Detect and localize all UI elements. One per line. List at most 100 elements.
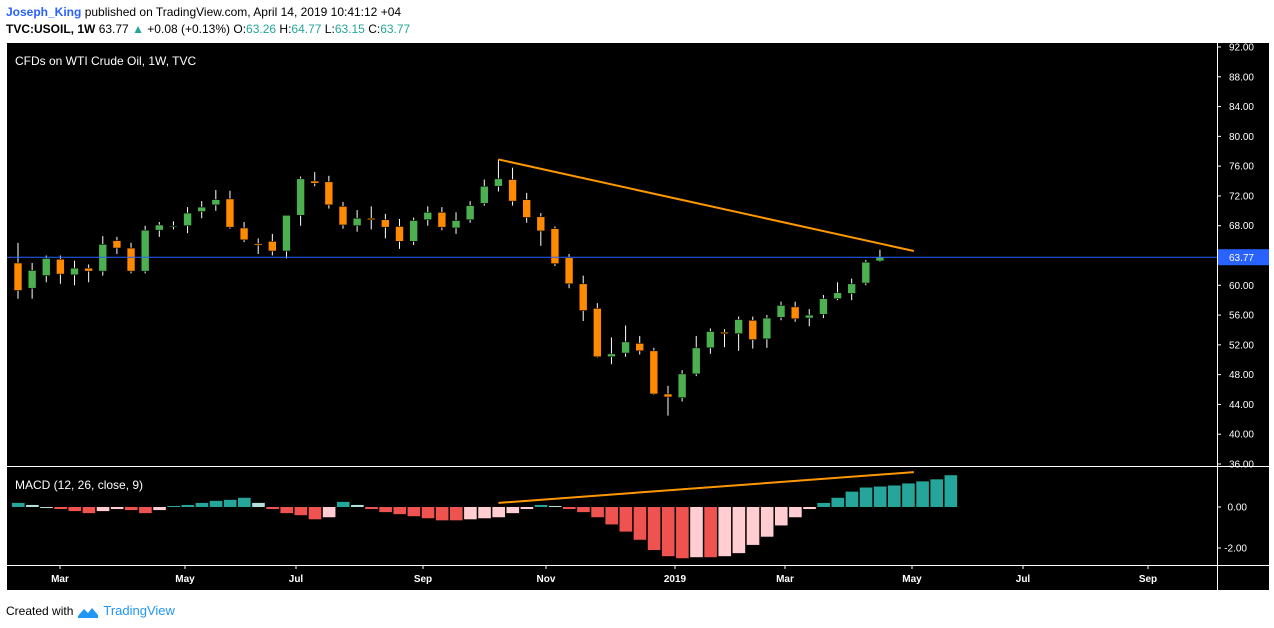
candle-body[interactable]	[621, 341, 630, 354]
candle-body[interactable]	[98, 244, 108, 272]
tradingview-brand[interactable]: TradingView	[103, 603, 175, 619]
macd-histogram-bar[interactable]	[859, 487, 873, 507]
author-link[interactable]: Joseph_King	[6, 5, 82, 19]
candle-body[interactable]	[225, 198, 235, 228]
macd-histogram-bar[interactable]	[393, 507, 407, 515]
macd-histogram-bar[interactable]	[789, 507, 802, 518]
candle-body[interactable]	[649, 350, 659, 395]
candle-body[interactable]	[41, 258, 51, 276]
macd-histogram-bar[interactable]	[40, 507, 53, 508]
macd-histogram-bar[interactable]	[704, 507, 717, 558]
tradingview-logo-icon[interactable]	[77, 603, 99, 619]
candle-body[interactable]	[734, 319, 743, 334]
macd-histogram-bar[interactable]	[139, 507, 152, 514]
candle-body[interactable]	[56, 258, 65, 275]
macd-histogram-bar[interactable]	[252, 502, 265, 507]
macd-histogram-bar[interactable]	[831, 497, 845, 507]
macd-histogram-bar[interactable]	[944, 475, 958, 507]
candle-body[interactable]	[691, 347, 701, 375]
macd-histogram-bar[interactable]	[534, 504, 548, 507]
candle-body[interactable]	[861, 261, 871, 284]
macd-histogram-bar[interactable]	[365, 507, 378, 510]
candle-body[interactable]	[663, 393, 673, 398]
candle-body[interactable]	[13, 262, 23, 291]
candle-body[interactable]	[338, 206, 348, 226]
price-pane[interactable]	[7, 158, 1217, 416]
candle-body[interactable]	[183, 212, 192, 227]
candle-body[interactable]	[366, 217, 376, 221]
macd-histogram-bar[interactable]	[732, 507, 746, 554]
macd-histogram-bar[interactable]	[930, 479, 944, 507]
candle-body[interactable]	[197, 206, 206, 212]
candle-body[interactable]	[593, 308, 602, 358]
candle-body[interactable]	[762, 317, 772, 340]
macd-histogram-bar[interactable]	[774, 507, 788, 526]
candle-body[interactable]	[875, 256, 885, 262]
candle-body[interactable]	[395, 226, 404, 242]
macd-histogram-bar[interactable]	[605, 507, 619, 525]
candle-body[interactable]	[437, 212, 447, 228]
candle-body[interactable]	[790, 306, 800, 320]
candle-body[interactable]	[706, 331, 715, 349]
macd-histogram-bar[interactable]	[82, 507, 96, 514]
macd-histogram-bar[interactable]	[690, 507, 703, 558]
macd-histogram-bar[interactable]	[492, 507, 505, 518]
macd-histogram-bar[interactable]	[435, 507, 449, 521]
candle-body[interactable]	[155, 224, 164, 231]
macd-histogram-bar[interactable]	[26, 504, 39, 507]
macd-pane[interactable]	[11, 471, 958, 559]
macd-histogram-bar[interactable]	[817, 502, 830, 507]
macd-histogram-bar[interactable]	[563, 507, 576, 510]
macd-histogram-bar[interactable]	[124, 507, 138, 511]
macd-histogram-bar[interactable]	[336, 501, 350, 507]
candle-body[interactable]	[253, 243, 263, 246]
candle-body[interactable]	[833, 292, 842, 299]
macd-histogram-bar[interactable]	[322, 507, 336, 518]
candle-body[interactable]	[451, 220, 461, 229]
macd-histogram-bar[interactable]	[153, 507, 166, 511]
candle-body[interactable]	[479, 185, 489, 204]
candle-body[interactable]	[550, 228, 560, 264]
candle-body[interactable]	[720, 331, 729, 334]
macd-histogram-bar[interactable]	[181, 504, 195, 507]
price-trendline[interactable]	[498, 158, 915, 253]
macd-histogram-bar[interactable]	[294, 507, 308, 516]
macd-histogram-bar[interactable]	[633, 507, 647, 540]
macd-histogram-bar[interactable]	[619, 507, 633, 532]
macd-histogram-bar[interactable]	[280, 507, 294, 514]
macd-histogram-bar[interactable]	[464, 507, 477, 520]
macd-histogram-bar[interactable]	[449, 507, 463, 521]
candle-body[interactable]	[70, 267, 79, 276]
candle-body[interactable]	[607, 353, 616, 358]
macd-histogram-bar[interactable]	[110, 507, 124, 510]
macd-histogram-bar[interactable]	[887, 485, 901, 507]
candle-body[interactable]	[564, 257, 574, 285]
candle-body[interactable]	[84, 267, 93, 272]
candle-body[interactable]	[324, 181, 334, 206]
candle-body[interactable]	[112, 240, 122, 249]
candle-body[interactable]	[804, 314, 814, 319]
macd-trendline[interactable]	[498, 471, 914, 504]
macd-histogram-bar[interactable]	[407, 507, 421, 517]
candle-body[interactable]	[578, 283, 588, 311]
candle-body[interactable]	[268, 241, 277, 252]
candle-body[interactable]	[409, 220, 418, 242]
macd-histogram-bar[interactable]	[223, 499, 237, 507]
macd-histogram-bar[interactable]	[195, 502, 209, 507]
macd-histogram-bar[interactable]	[548, 505, 562, 507]
macd-histogram-bar[interactable]	[379, 507, 392, 513]
macd-histogram-bar[interactable]	[421, 507, 435, 519]
candle-body[interactable]	[140, 229, 150, 272]
macd-histogram-bar[interactable]	[308, 507, 322, 520]
macd-histogram-bar[interactable]	[351, 504, 364, 507]
candle-body[interactable]	[169, 225, 178, 228]
candle-body[interactable]	[465, 205, 475, 221]
macd-histogram-bar[interactable]	[209, 500, 223, 507]
candle-body[interactable]	[352, 217, 362, 227]
macd-histogram-bar[interactable]	[478, 507, 491, 519]
macd-histogram-bar[interactable]	[916, 481, 929, 507]
candle-body[interactable]	[27, 270, 37, 289]
candle-body[interactable]	[282, 214, 291, 252]
macd-histogram-bar[interactable]	[661, 507, 675, 557]
